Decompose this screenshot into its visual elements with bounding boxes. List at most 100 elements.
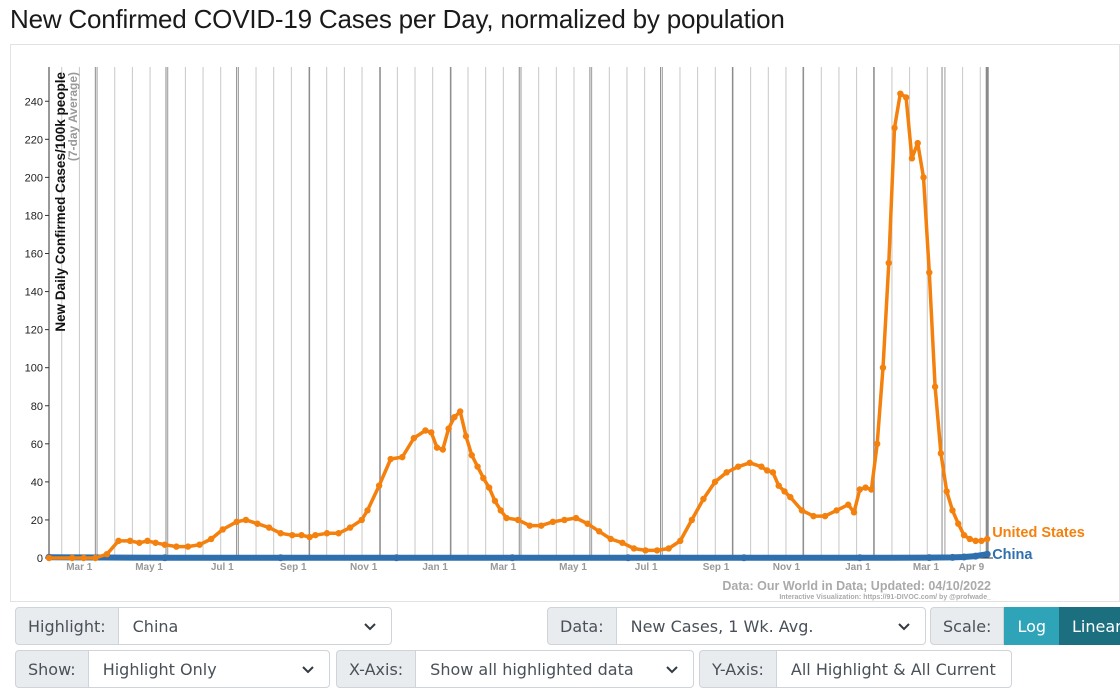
credit-text: Interactive Visualization: https://91-DI… (779, 594, 991, 601)
show-value: Highlight Only (102, 659, 217, 679)
data-point (624, 554, 632, 562)
data-point (833, 507, 840, 514)
y-tick-label: 100 (25, 363, 43, 375)
data-point (897, 90, 904, 97)
data-point (619, 539, 626, 546)
data-point (972, 537, 979, 545)
data-point (902, 94, 910, 101)
data-point (787, 493, 794, 501)
data-point (410, 434, 418, 442)
data-point (323, 530, 331, 537)
data-point (428, 429, 435, 436)
data-control: Data: New Cases, 1 Wk. Avg. (547, 607, 926, 645)
data-point (526, 522, 533, 529)
x-tick-label: Mar 1 (913, 562, 940, 573)
data-point (734, 463, 742, 470)
show-select[interactable]: Highlight Only (88, 650, 330, 688)
data-point (115, 537, 122, 545)
data-point (653, 547, 661, 554)
data-point (873, 440, 881, 448)
data-point (480, 474, 487, 482)
scale-control: Scale: Log Linear (930, 607, 1120, 645)
data-point (277, 530, 284, 537)
data-point (144, 537, 151, 545)
data-point (677, 537, 684, 545)
data-point (265, 524, 273, 531)
data-point (277, 554, 285, 562)
x-tick-label: Jul 1 (635, 562, 658, 573)
data-point (358, 516, 365, 524)
data-point (700, 495, 707, 503)
data-point (821, 512, 829, 520)
data-point (584, 520, 591, 527)
scale-label: Scale: (930, 607, 1005, 645)
x-tick-label: Mar 1 (490, 562, 517, 573)
data-point (485, 484, 493, 491)
data-point (196, 541, 203, 548)
data-point (508, 554, 516, 562)
scale-log-button[interactable]: Log (1004, 607, 1060, 645)
data-point (445, 425, 452, 432)
data-point (462, 433, 470, 440)
data-point (972, 552, 980, 560)
data-point (433, 444, 441, 451)
data-point (549, 518, 557, 526)
data-point (152, 539, 159, 546)
highlight-select[interactable]: China (118, 607, 392, 645)
y-tick-label: 60 (31, 439, 43, 451)
data-point (572, 514, 580, 522)
y-tick-label: 80 (31, 401, 43, 413)
data-point (908, 155, 916, 162)
yaxis-value: All Highlight & All Current (790, 659, 996, 679)
data-point (769, 469, 777, 476)
data-point (914, 139, 921, 147)
x-tick-label: Jan 1 (422, 562, 448, 573)
series-line (49, 91, 988, 560)
data-point (173, 543, 180, 550)
data-point (219, 526, 226, 533)
x-tick-label: Nov 1 (350, 562, 378, 573)
source-text: Data: Our World in Data; Updated: 04/10/… (722, 579, 991, 593)
data-point (931, 383, 939, 390)
data-point (399, 453, 406, 461)
data-point (688, 516, 696, 524)
data-point (925, 554, 933, 562)
data-point (879, 364, 887, 371)
data-point (862, 484, 869, 491)
xaxis-control: X-Axis: Show all highlighted data (336, 650, 694, 688)
data-point (868, 486, 875, 493)
data-point (561, 516, 568, 524)
data-point (335, 530, 342, 537)
y-tick-label: 200 (25, 172, 43, 184)
data-value: New Cases, 1 Wk. Avg. (630, 616, 814, 636)
data-point (984, 535, 991, 543)
data-point (439, 446, 447, 453)
chevron-down-icon (302, 666, 314, 674)
data-point (207, 535, 215, 543)
data-point (136, 539, 143, 546)
y-tick-label: 140 (25, 287, 43, 299)
data-point (642, 547, 649, 554)
highlight-label: Highlight: (15, 607, 119, 645)
x-tick-label: Apr 9 (959, 562, 985, 573)
series-label: China (992, 547, 1033, 563)
scale-linear-button[interactable]: Linear (1059, 607, 1120, 645)
data-point (920, 174, 927, 181)
data-point (289, 531, 296, 539)
yaxis-label: Y-Axis: (699, 650, 777, 688)
highlight-value: China (132, 616, 179, 636)
data-point (856, 554, 864, 562)
data-point (960, 531, 968, 539)
xaxis-value: Show all highlighted data (430, 659, 634, 679)
data-point (740, 554, 748, 562)
controls-panel: Highlight: China Data: New Cases, 1 Wk. … (0, 600, 1120, 690)
data-point (514, 516, 522, 524)
data-point (45, 554, 53, 562)
data-select[interactable]: New Cases, 1 Wk. Avg. (616, 607, 926, 645)
data-point (92, 554, 99, 562)
x-tick-label: Nov 1 (773, 562, 801, 573)
xaxis-select[interactable]: Show all highlighted data (416, 650, 694, 688)
data-point (630, 545, 638, 552)
yaxis-select[interactable]: All Highlight & All Current (776, 650, 1012, 688)
data-point (233, 518, 240, 526)
